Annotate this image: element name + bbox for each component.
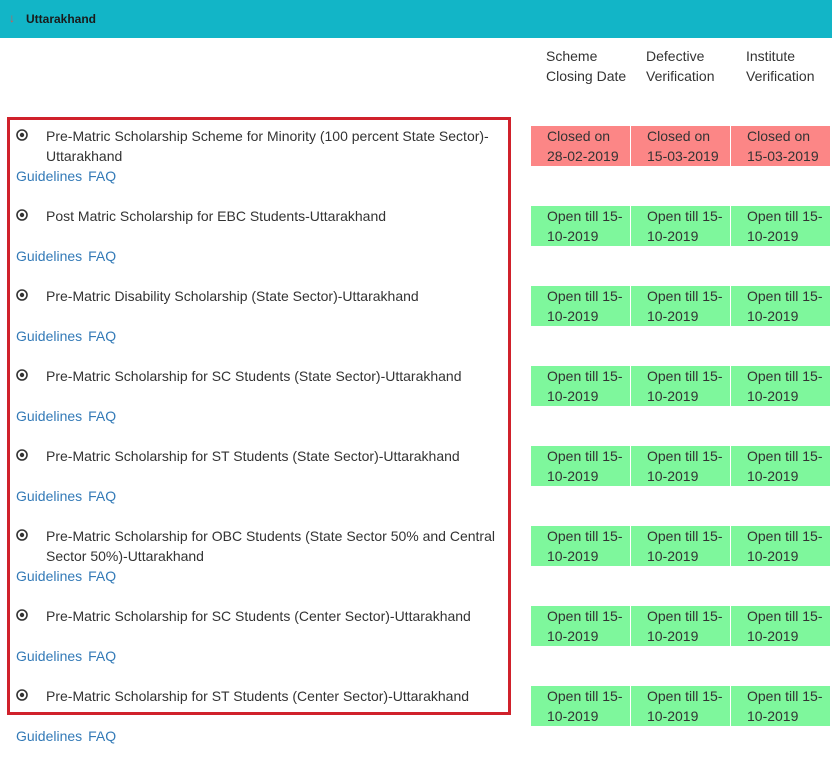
scheme-name: Pre-Matric Disability Scholarship (State… bbox=[46, 288, 419, 304]
guidelines-link[interactable]: Guidelines bbox=[16, 728, 83, 744]
state-header[interactable]: ↓ Uttarakhand bbox=[0, 0, 832, 38]
scheme-name: Pre-Matric Scholarship for OBC Students … bbox=[46, 528, 495, 564]
scheme-row: Pre-Matric Scholarship for OBC Students … bbox=[0, 520, 832, 600]
status-institute-verification: Open till 15-10-2019 bbox=[731, 366, 830, 406]
guidelines-link[interactable]: Guidelines bbox=[16, 168, 83, 184]
faq-link[interactable]: FAQ bbox=[88, 568, 117, 584]
radio-selected-icon[interactable] bbox=[16, 289, 28, 301]
scheme-row: Post Matric Scholarship for EBC Students… bbox=[0, 200, 832, 280]
radio-selected-icon[interactable] bbox=[16, 369, 28, 381]
status-scheme-closing: Open till 15-10-2019 bbox=[531, 206, 630, 246]
status-defective-verification: Open till 15-10-2019 bbox=[631, 446, 730, 486]
status-defective-verification: Open till 15-10-2019 bbox=[631, 686, 730, 726]
guidelines-link[interactable]: Guidelines bbox=[16, 648, 83, 664]
status-scheme-closing: Closed on 28-02-2019 bbox=[531, 126, 630, 166]
status-institute-verification: Open till 15-10-2019 bbox=[731, 606, 830, 646]
scheme-links: Guidelines FAQ bbox=[16, 406, 116, 426]
faq-link[interactable]: FAQ bbox=[88, 328, 117, 344]
guidelines-link[interactable]: Guidelines bbox=[16, 248, 83, 264]
radio-selected-icon[interactable] bbox=[16, 209, 28, 221]
scheme-name: Post Matric Scholarship for EBC Students… bbox=[46, 208, 387, 224]
scheme-name: Pre-Matric Scholarship for SC Students (… bbox=[46, 368, 462, 384]
status-institute-verification: Open till 15-10-2019 bbox=[731, 526, 830, 566]
radio-selected-icon[interactable] bbox=[16, 449, 28, 461]
status-scheme-closing: Open till 15-10-2019 bbox=[531, 526, 630, 566]
status-defective-verification: Open till 15-10-2019 bbox=[631, 526, 730, 566]
status-institute-verification: Open till 15-10-2019 bbox=[731, 206, 830, 246]
scheme-row: Pre-Matric Disability Scholarship (State… bbox=[0, 280, 832, 360]
radio-selected-icon[interactable] bbox=[16, 529, 28, 541]
guidelines-link[interactable]: Guidelines bbox=[16, 488, 83, 504]
state-title: Uttarakhand bbox=[26, 12, 97, 26]
column-header-defective-verification: Defective Verification bbox=[646, 48, 715, 84]
status-scheme-closing: Open till 15-10-2019 bbox=[531, 606, 630, 646]
scheme-row: Pre-Matric Scholarship for ST Students (… bbox=[0, 680, 832, 760]
scheme-links: Guidelines FAQ bbox=[16, 326, 116, 346]
column-header-scheme-closing-date: Scheme Closing Date bbox=[546, 48, 627, 84]
scheme-row: Pre-Matric Scholarship Scheme for Minori… bbox=[0, 120, 832, 200]
status-institute-verification: Closed on 15-03-2019 bbox=[731, 126, 830, 166]
scheme-name: Pre-Matric Scholarship for ST Students (… bbox=[46, 448, 460, 464]
scheme-row: Pre-Matric Scholarship for ST Students (… bbox=[0, 440, 832, 520]
status-scheme-closing: Open till 15-10-2019 bbox=[531, 446, 630, 486]
status-institute-verification: Open till 15-10-2019 bbox=[731, 446, 830, 486]
scheme-name: Pre-Matric Scholarship for ST Students (… bbox=[46, 688, 470, 704]
faq-link[interactable]: FAQ bbox=[88, 728, 117, 744]
scheme-row: Pre-Matric Scholarship for SC Students (… bbox=[0, 600, 832, 680]
guidelines-link[interactable]: Guidelines bbox=[16, 328, 83, 344]
status-institute-verification: Open till 15-10-2019 bbox=[731, 286, 830, 326]
status-scheme-closing: Open till 15-10-2019 bbox=[531, 366, 630, 406]
status-defective-verification: Open till 15-10-2019 bbox=[631, 366, 730, 406]
scheme-row: Pre-Matric Scholarship for SC Students (… bbox=[0, 360, 832, 440]
status-scheme-closing: Open till 15-10-2019 bbox=[531, 286, 630, 326]
scheme-links: Guidelines FAQ bbox=[16, 166, 116, 186]
status-defective-verification: Open till 15-10-2019 bbox=[631, 206, 730, 246]
faq-link[interactable]: FAQ bbox=[88, 168, 117, 184]
column-header-institute-verification: Institute Verification bbox=[746, 48, 815, 84]
faq-link[interactable]: FAQ bbox=[88, 648, 117, 664]
status-defective-verification: Closed on 15-03-2019 bbox=[631, 126, 730, 166]
scheme-links: Guidelines FAQ bbox=[16, 646, 116, 666]
faq-link[interactable]: FAQ bbox=[88, 248, 117, 264]
radio-selected-icon[interactable] bbox=[16, 609, 28, 621]
status-scheme-closing: Open till 15-10-2019 bbox=[531, 686, 630, 726]
radio-selected-icon[interactable] bbox=[16, 689, 28, 701]
status-defective-verification: Open till 15-10-2019 bbox=[631, 606, 730, 646]
faq-link[interactable]: FAQ bbox=[88, 488, 117, 504]
guidelines-link[interactable]: Guidelines bbox=[16, 408, 83, 424]
chevron-down-icon[interactable]: ↓ bbox=[9, 11, 15, 25]
faq-link[interactable]: FAQ bbox=[88, 408, 117, 424]
scheme-name: Pre-Matric Scholarship for SC Students (… bbox=[46, 608, 471, 624]
scheme-links: Guidelines FAQ bbox=[16, 486, 116, 506]
scheme-links: Guidelines FAQ bbox=[16, 246, 116, 266]
radio-selected-icon[interactable] bbox=[16, 129, 28, 141]
guidelines-link[interactable]: Guidelines bbox=[16, 568, 83, 584]
scheme-links: Guidelines FAQ bbox=[16, 566, 116, 586]
scheme-name: Pre-Matric Scholarship Scheme for Minori… bbox=[46, 128, 489, 164]
scheme-links: Guidelines FAQ bbox=[16, 726, 116, 746]
status-institute-verification: Open till 15-10-2019 bbox=[731, 686, 830, 726]
status-defective-verification: Open till 15-10-2019 bbox=[631, 286, 730, 326]
